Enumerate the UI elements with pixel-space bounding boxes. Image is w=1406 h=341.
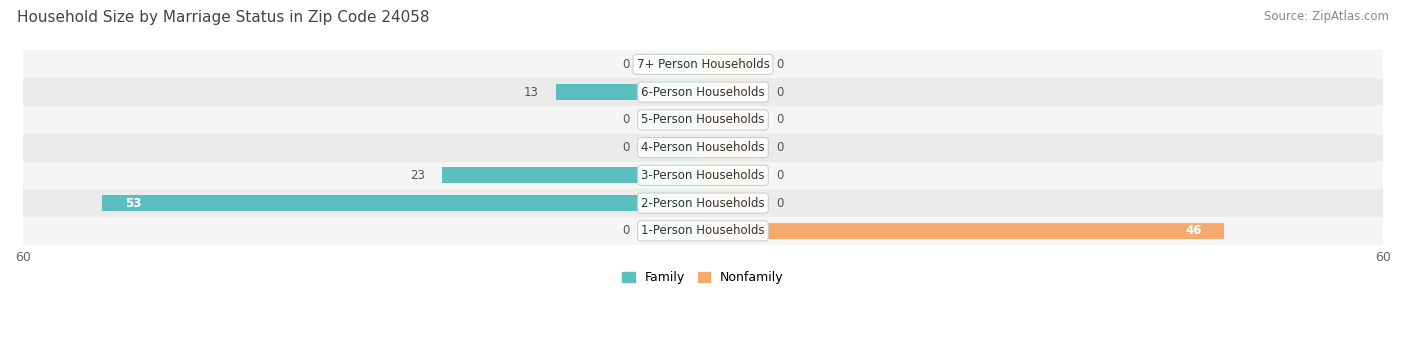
Bar: [22, 217, 1384, 245]
Text: 2-Person Households: 2-Person Households: [641, 197, 765, 210]
Bar: [443, 167, 703, 183]
Bar: [647, 139, 703, 156]
Text: 0: 0: [776, 197, 785, 210]
Bar: [703, 84, 759, 100]
Text: 6-Person Households: 6-Person Households: [641, 86, 765, 99]
Text: 7+ Person Households: 7+ Person Households: [637, 58, 769, 71]
Text: 0: 0: [776, 58, 785, 71]
Text: 46: 46: [1185, 224, 1202, 237]
Text: 0: 0: [776, 113, 785, 127]
Bar: [703, 112, 759, 128]
Bar: [22, 106, 1384, 134]
Bar: [703, 139, 759, 156]
Text: 0: 0: [621, 113, 630, 127]
Text: 0: 0: [776, 86, 785, 99]
Bar: [22, 78, 1384, 106]
Bar: [22, 162, 1384, 189]
Text: 13: 13: [524, 86, 538, 99]
Bar: [647, 223, 703, 239]
Text: 0: 0: [776, 169, 785, 182]
Text: Source: ZipAtlas.com: Source: ZipAtlas.com: [1264, 10, 1389, 23]
Text: 1-Person Households: 1-Person Households: [641, 224, 765, 237]
Text: 5-Person Households: 5-Person Households: [641, 113, 765, 127]
Legend: Family, Nonfamily: Family, Nonfamily: [617, 266, 789, 289]
Text: 4-Person Households: 4-Person Households: [641, 141, 765, 154]
Bar: [703, 195, 759, 211]
Bar: [22, 50, 1384, 78]
Text: 0: 0: [776, 141, 785, 154]
Bar: [22, 134, 1384, 162]
Bar: [703, 167, 759, 183]
Text: 53: 53: [125, 197, 142, 210]
Text: 0: 0: [621, 224, 630, 237]
Bar: [555, 84, 703, 100]
Bar: [22, 189, 1384, 217]
Text: Household Size by Marriage Status in Zip Code 24058: Household Size by Marriage Status in Zip…: [17, 10, 429, 25]
Bar: [103, 195, 703, 211]
Text: 0: 0: [621, 58, 630, 71]
Bar: [703, 56, 759, 72]
Text: 0: 0: [621, 141, 630, 154]
Text: 23: 23: [411, 169, 425, 182]
Bar: [647, 56, 703, 72]
Bar: [703, 223, 1225, 239]
Bar: [647, 112, 703, 128]
Text: 3-Person Households: 3-Person Households: [641, 169, 765, 182]
